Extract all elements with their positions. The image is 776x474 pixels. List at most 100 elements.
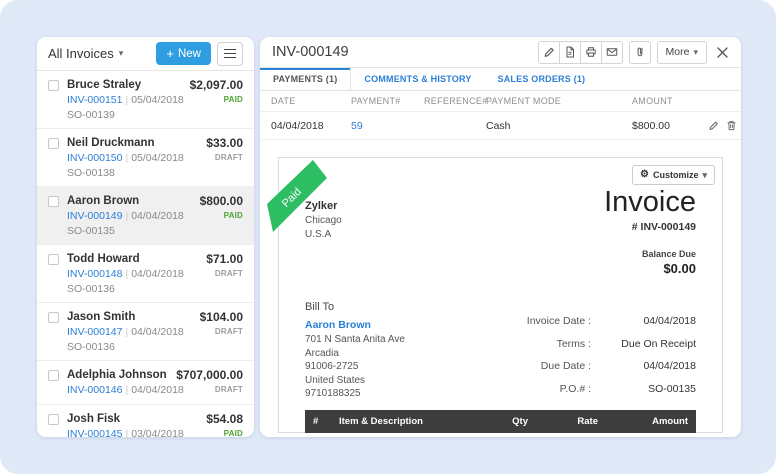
item-description: ABC ITEM	[331, 433, 466, 438]
payment-row: 04/04/2018 59 Cash $800.00	[260, 112, 741, 140]
invoice-list-item[interactable]: Bruce Straley INV-000151 | 05/04/2018 SO-0…	[37, 71, 254, 129]
status-badge: PAID	[223, 429, 243, 437]
address-line: 9710188325	[305, 388, 361, 399]
customize-button[interactable]: ⚙ Customize ▾	[631, 165, 715, 185]
bill-to-block: Bill To Aaron Brown 701 N Santa Anita Av…	[305, 300, 405, 401]
invoice-number-link[interactable]: INV-000145	[67, 428, 123, 437]
close-button[interactable]	[716, 46, 729, 59]
delete-payment-icon[interactable]	[726, 120, 737, 131]
attachment-button[interactable]	[628, 40, 651, 64]
printer-icon	[585, 46, 597, 58]
payment-number-link[interactable]: 59	[351, 119, 363, 132]
print-button[interactable]	[579, 40, 602, 64]
invoice-number-link[interactable]: INV-000149	[67, 210, 123, 222]
invoice-number-link[interactable]: INV-000148	[67, 268, 123, 280]
row-checkbox[interactable]	[48, 196, 59, 207]
row-checkbox[interactable]	[48, 254, 59, 265]
invoice-list-item[interactable]: Neil Druckmann INV-000150 | 05/04/2018 SO-…	[37, 129, 254, 187]
hamburger-icon	[224, 48, 236, 51]
filter-label: All Invoices	[48, 46, 114, 61]
status-badge: PAID	[223, 95, 243, 104]
pdf-button[interactable]	[558, 40, 581, 64]
plus-icon: +	[166, 46, 174, 61]
invoice-number-link[interactable]: INV-000150	[67, 152, 123, 164]
meta-label: P.O.# :	[559, 382, 591, 395]
invoice-number-link[interactable]: INV-000146	[67, 384, 123, 396]
meta-label: Terms :	[556, 337, 591, 350]
invoice-meta: Invoice Date : 04/04/2018 Terms : Due On…	[527, 315, 696, 401]
invoice-date: 05/04/2018	[131, 152, 184, 164]
col-header-date: DATE	[271, 96, 296, 106]
tab-comments-history[interactable]: COMMENTS & HISTORY	[364, 74, 472, 84]
chevron-down-icon: ▾	[702, 169, 707, 180]
invoice-list-item[interactable]: Jason Smith INV-000147 | 04/04/2018 SO-001…	[37, 303, 254, 361]
invoice-list-item-selected[interactable]: Aaron Brown INV-000149 | 04/04/2018 SO-001…	[37, 187, 254, 245]
invoice-list-item[interactable]: Josh Fisk INV-000145 | 03/04/2018 $54.08 P…	[37, 405, 254, 437]
tab-sales-orders[interactable]: SALES ORDERS (1)	[497, 74, 586, 84]
col-header-rate: Rate	[577, 415, 598, 427]
invoice-amount: $54.08	[206, 412, 243, 426]
company-country: U.S.A	[305, 229, 332, 240]
meta-value: 04/04/2018	[643, 360, 696, 373]
customer-link[interactable]: Aaron Brown	[305, 319, 371, 331]
invoice-filter-dropdown[interactable]: All Invoices ▾	[48, 46, 123, 61]
separator: |	[125, 428, 129, 437]
invoice-date: 04/04/2018	[131, 268, 184, 280]
invoice-amount: $800.00	[199, 194, 243, 208]
col-header-amount: Amount	[652, 415, 688, 427]
document-icon	[564, 46, 576, 58]
address-line: Arcadia	[305, 347, 339, 359]
edit-payment-icon[interactable]	[708, 120, 719, 131]
row-checkbox[interactable]	[48, 138, 59, 149]
invoice-date: 03/04/2018	[131, 428, 184, 437]
invoice-document: Paid ⚙ Customize ▾ Zylker Chicago U.S.A …	[267, 157, 723, 433]
more-button[interactable]: More ▾	[656, 40, 707, 64]
edit-button[interactable]	[537, 40, 560, 64]
status-badge: PAID	[223, 211, 243, 220]
invoice-amount: $2,097.00	[189, 78, 243, 92]
more-label: More	[665, 46, 690, 58]
list-menu-button[interactable]	[217, 41, 243, 66]
status-badge: DRAFT	[214, 385, 243, 394]
customer-name: Todd Howard	[67, 253, 140, 265]
row-checkbox[interactable]	[48, 370, 59, 381]
new-invoice-button[interactable]: + New	[156, 42, 211, 65]
email-button[interactable]	[600, 40, 623, 64]
sales-order-number: SO-00135	[67, 225, 115, 237]
invoice-number-link[interactable]: INV-000147	[67, 326, 123, 338]
row-checkbox[interactable]	[48, 414, 59, 425]
customer-name: Aaron Brown	[67, 195, 140, 207]
document-title: Invoice	[604, 186, 696, 218]
col-header-payment: PAYMENT#	[351, 96, 401, 106]
payment-amount: $800.00	[632, 119, 670, 132]
row-checkbox[interactable]	[48, 312, 59, 323]
new-button-label: New	[177, 47, 201, 60]
invoice-list-item[interactable]: Todd Howard INV-000148 | 04/04/2018 SO-001…	[37, 245, 254, 303]
item-row: 1 ABC ITEM 80.00 pcs 10.00 800.00	[305, 433, 696, 438]
invoice-list-item[interactable]: Adelphia Johnson INV-000146 | 04/04/2018 $…	[37, 361, 254, 405]
pencil-icon	[543, 46, 555, 58]
balance-due-value: $0.00	[663, 261, 696, 276]
detail-header: INV-000149 More ▾	[260, 37, 741, 68]
col-header-qty: Qty	[512, 415, 528, 427]
row-checkbox[interactable]	[48, 80, 59, 91]
invoice-date: 04/04/2018	[131, 210, 184, 222]
invoice-amount: $104.00	[199, 310, 243, 324]
invoice-list-panel: All Invoices ▾ + New Bruce Straley INV-0…	[37, 37, 254, 437]
item-index: 1	[305, 433, 331, 438]
paid-ribbon-label: Paid	[280, 186, 304, 210]
chevron-down-icon: ▾	[118, 48, 124, 58]
paperclip-icon	[634, 46, 646, 58]
sales-order-number: SO-00136	[67, 341, 115, 353]
customer-name: Jason Smith	[67, 311, 136, 323]
billing-section: Bill To Aaron Brown 701 N Santa Anita Av…	[305, 300, 696, 401]
tab-payments[interactable]: PAYMENTS (1)	[260, 68, 352, 90]
invoice-number-link[interactable]: INV-000151	[67, 94, 123, 106]
separator: |	[125, 384, 129, 396]
items-table-header: # Item & Description Qty Rate Amount	[305, 409, 696, 433]
col-header-mode: PAYMENT MODE	[486, 96, 562, 106]
meta-label: Invoice Date :	[526, 315, 591, 327]
address-line: 701 N Santa Anita Ave	[305, 334, 405, 345]
separator: |	[125, 94, 129, 106]
